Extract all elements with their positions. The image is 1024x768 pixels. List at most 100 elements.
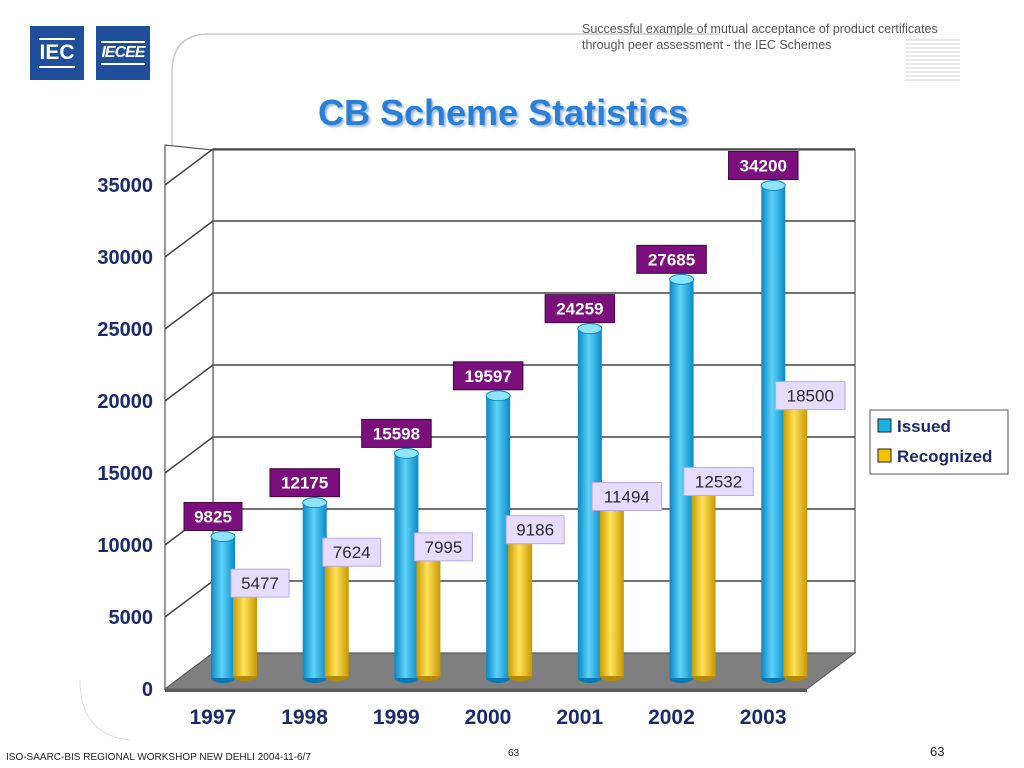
y-tick-label: 0 [142, 679, 153, 701]
bar-top [485, 390, 511, 402]
data-label-recognized-2001: 11494 [591, 481, 663, 511]
header-note: Successful example of mutual acceptance … [582, 21, 1002, 53]
data-label-text: 9186 [516, 521, 554, 540]
bar-body [416, 554, 441, 676]
bar-recognized-1998 [324, 554, 350, 681]
legend-swatch-recognized [877, 448, 892, 463]
bar-body [233, 591, 257, 676]
grid-line [164, 580, 214, 618]
data-label-recognized-2000: 9186 [505, 515, 565, 545]
data-label-recognized-1997: 5477 [230, 568, 290, 598]
data-label-box [269, 468, 340, 498]
data-label-text: 12532 [695, 473, 742, 492]
data-label-box [544, 294, 616, 324]
x-tick-label: 2000 [465, 706, 512, 729]
data-label-box [775, 381, 846, 411]
data-label-text: 7624 [333, 543, 371, 562]
bar-body [691, 489, 716, 676]
data-label-box [413, 532, 473, 562]
data-label-issued-1997: 9825 [183, 502, 243, 532]
bar-body [783, 403, 808, 676]
bar-top [669, 273, 695, 285]
data-label-issued-2001: 24259 [544, 294, 616, 324]
data-label-box [683, 467, 754, 497]
data-label-text: 11494 [604, 487, 650, 506]
data-label-text: 15598 [373, 424, 420, 443]
y-tick-label: 25000 [97, 319, 153, 341]
bar-issued-1998 [302, 497, 328, 683]
data-label-text: 7995 [425, 538, 463, 557]
data-label-text: 27685 [648, 250, 695, 269]
chart-floor-edge [165, 689, 807, 692]
bar-recognized-1999 [415, 549, 441, 681]
grid-line [164, 292, 214, 330]
grid-line [164, 436, 214, 474]
bar-top [393, 447, 419, 459]
header-note-line1: Successful example of mutual acceptance … [582, 22, 938, 36]
bar-body [324, 560, 349, 676]
chart-labels: 9825 5477 12175 7624 15598 7995 19597 9186 24259… [183, 151, 846, 598]
bar-issued-2000 [485, 390, 511, 683]
x-tick-label: 2002 [648, 706, 695, 729]
data-label-box [505, 515, 565, 545]
data-label-text: 12175 [281, 474, 328, 493]
x-tick-label: 1997 [189, 706, 236, 729]
data-label-recognized-2002: 12532 [683, 467, 754, 497]
bar-issued-2003 [760, 180, 786, 683]
header-note-line2: through peer assessment - the IEC Scheme… [582, 38, 832, 52]
footer-workshop: ISO-SAARC-BIS REGIONAL WORKSHOP NEW DEHL… [6, 752, 311, 763]
page-title: CB Scheme Statistics [318, 92, 689, 133]
chart-axes: 0 5000 10000 15000 20000 25000 30000 35000 1997 1… [97, 175, 786, 729]
x-tick-label: 2001 [556, 706, 603, 729]
data-label-recognized-2003: 18500 [775, 381, 846, 411]
bar-recognized-2002 [691, 484, 717, 681]
bar-issued-1997 [210, 531, 236, 683]
grid-line [164, 148, 214, 186]
bar-body [599, 504, 624, 676]
data-label-recognized-1999: 7995 [413, 532, 473, 562]
data-label-box [322, 537, 382, 567]
y-tick-label: 30000 [97, 247, 153, 269]
y-tick-label: 20000 [97, 391, 153, 413]
bar-recognized-2000 [507, 532, 533, 681]
y-tick-label: 35000 [97, 175, 153, 197]
data-label-box [361, 418, 432, 448]
grid-line [164, 220, 214, 258]
bar-body [211, 536, 235, 678]
legend-label-recognized: Recognized [897, 447, 992, 466]
x-tick-label: 1999 [373, 706, 420, 729]
bar-body [302, 502, 327, 678]
iec-logo: IEC [30, 26, 84, 80]
y-tick-label: 5000 [109, 607, 154, 629]
bar-recognized-1997 [232, 585, 258, 681]
bar-issued-1999 [393, 447, 419, 683]
bar-body [761, 185, 786, 678]
data-label-text: 9825 [194, 508, 232, 527]
bar-top [210, 531, 236, 543]
data-label-issued-2002: 27685 [636, 244, 707, 274]
data-label-text: 19597 [465, 367, 512, 386]
data-label-issued-2000: 19597 [452, 361, 524, 391]
grid-line [164, 364, 214, 402]
bar-recognized-2003 [782, 398, 808, 681]
bar-body [394, 453, 419, 678]
bar-top [760, 180, 786, 192]
data-label-issued-2003: 34200 [728, 151, 799, 181]
data-label-text: 24259 [556, 300, 603, 319]
chart-legend: Issued Recognized [869, 409, 1009, 475]
data-label-text: 34200 [740, 157, 787, 176]
data-label-recognized-1998: 7624 [322, 537, 382, 567]
bar-body [508, 537, 533, 676]
data-label-box [452, 361, 524, 391]
data-label-text: 18500 [787, 387, 834, 406]
iecee-logo: IECEE [96, 26, 150, 80]
data-label-text: 5477 [241, 574, 279, 593]
legend-swatch-issued [877, 418, 892, 433]
data-label-issued-1998: 12175 [269, 468, 340, 498]
bar-top [302, 497, 328, 509]
legend-label-issued: Issued [897, 417, 951, 436]
data-label-box [230, 568, 290, 598]
data-label-issued-1999: 15598 [361, 418, 432, 448]
x-tick-label: 2003 [740, 706, 787, 729]
